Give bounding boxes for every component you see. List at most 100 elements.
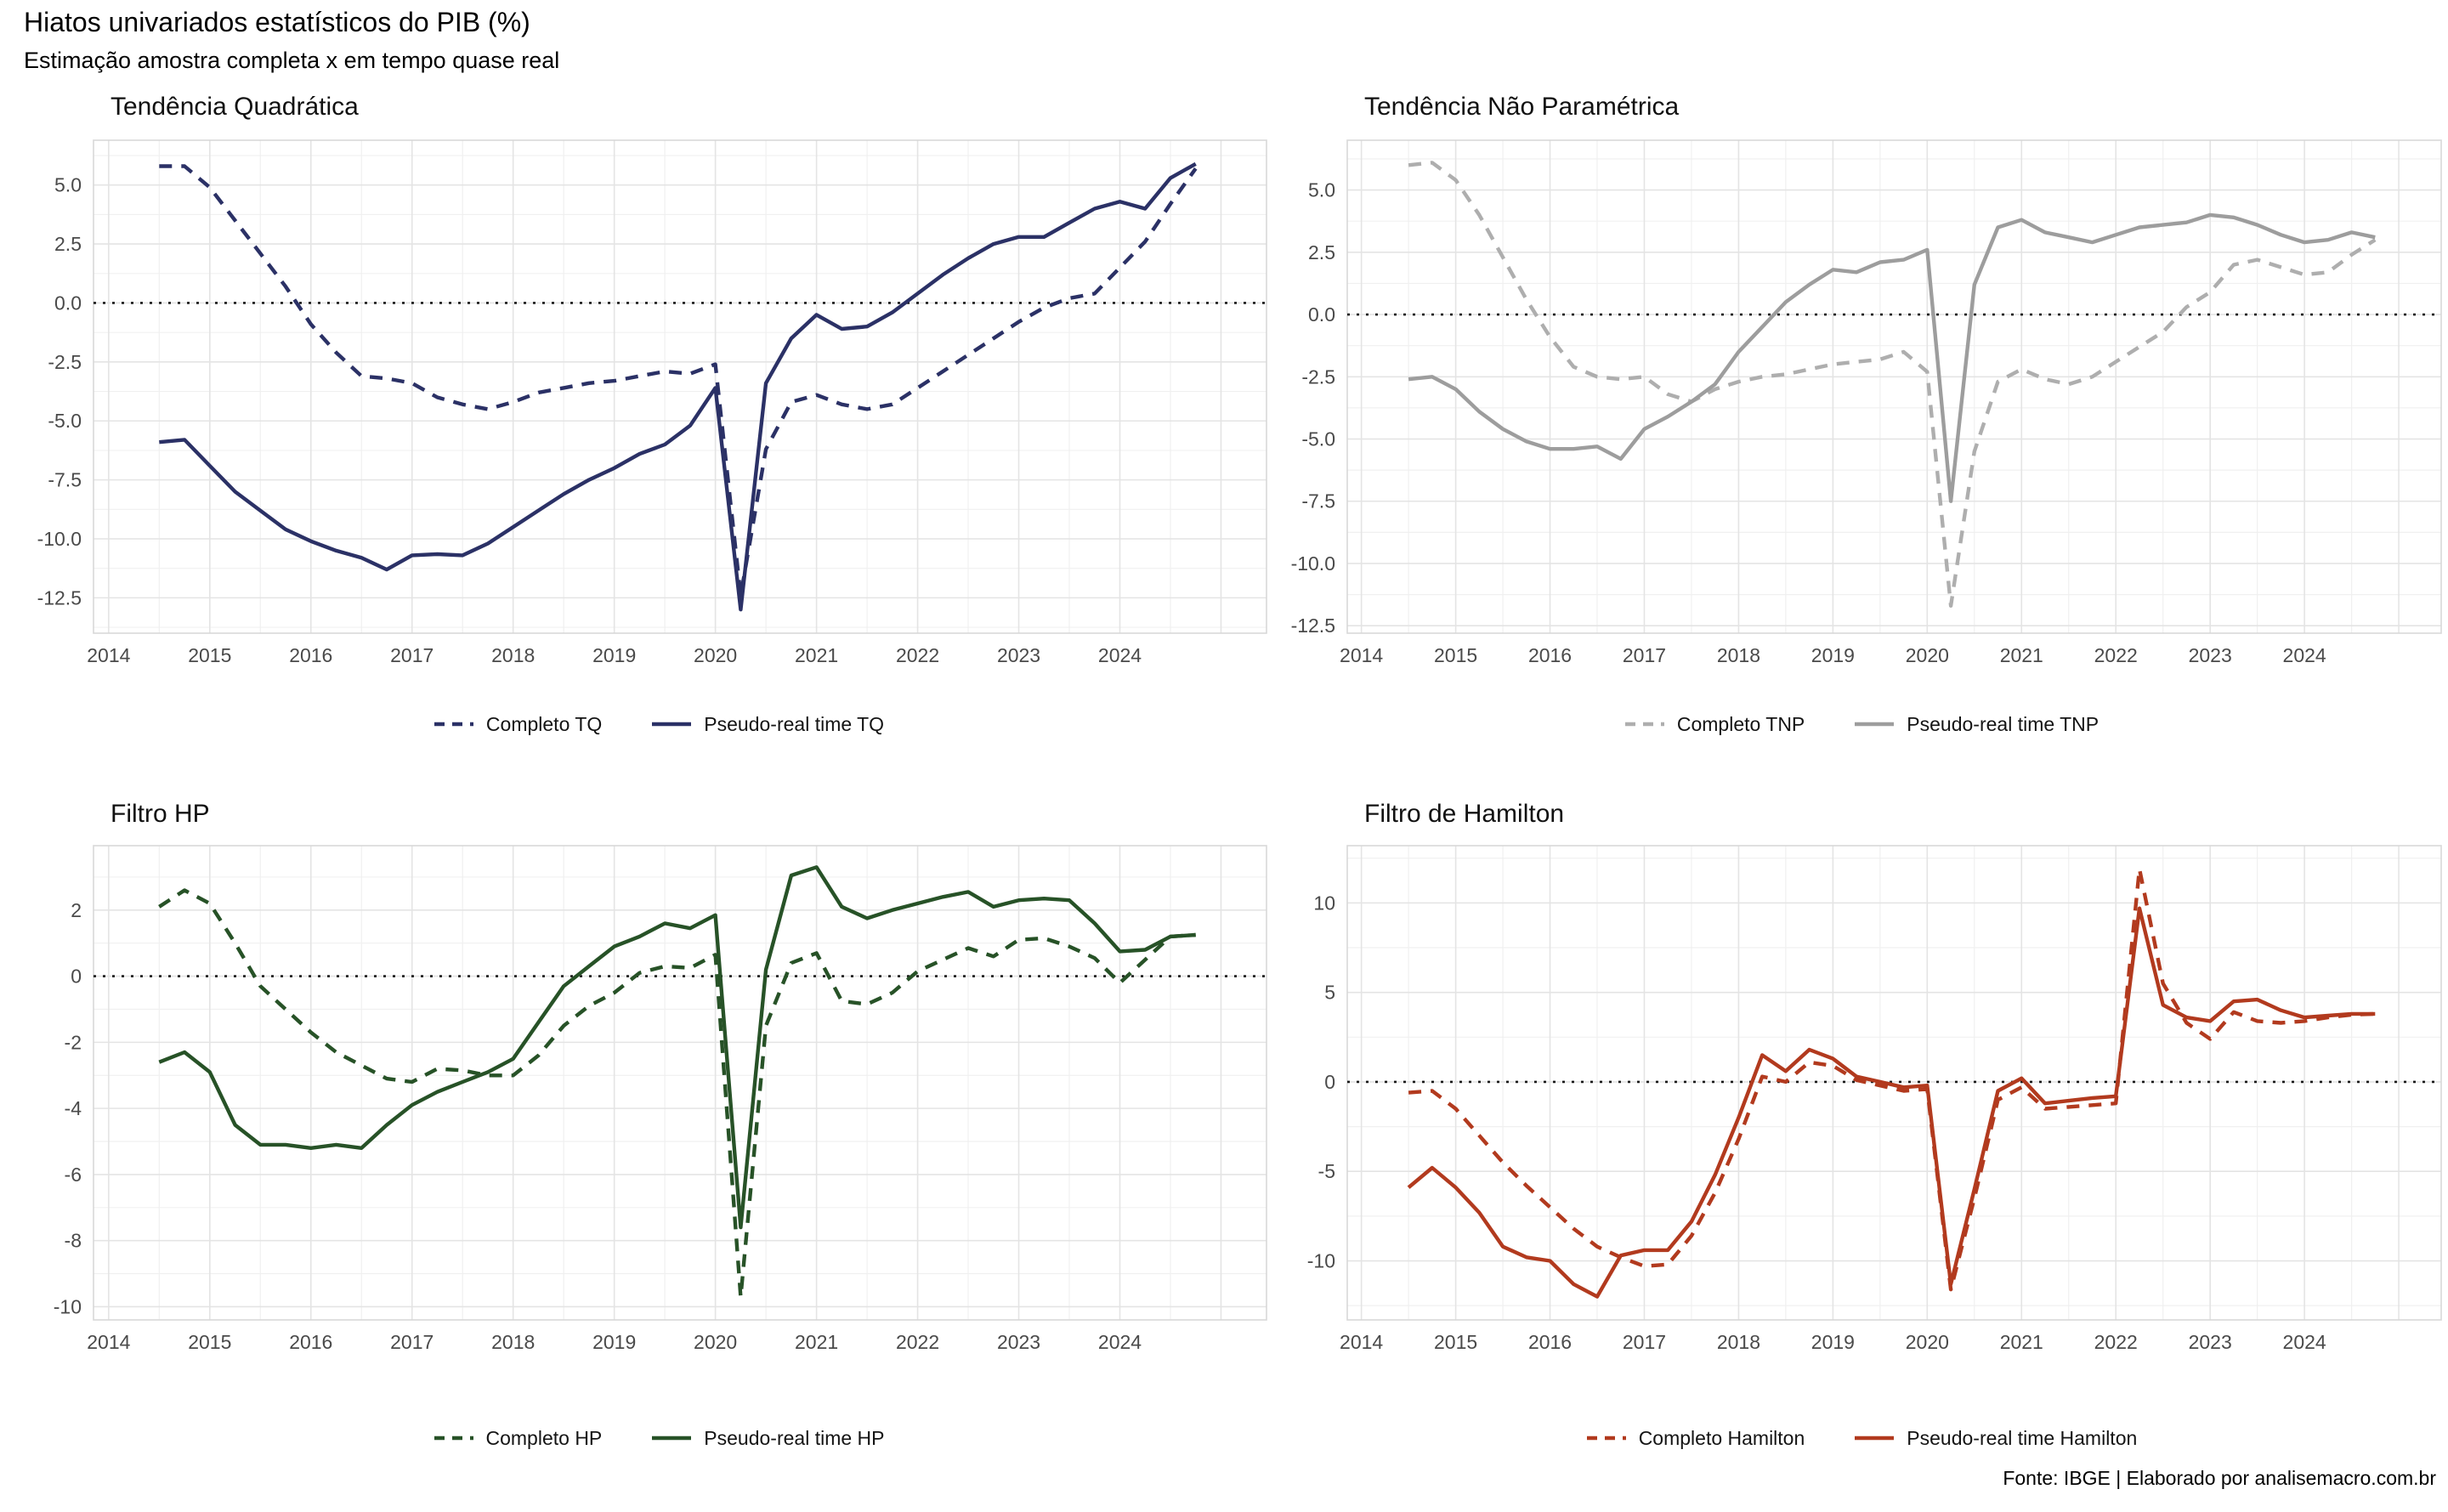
- legend-line-sample: [652, 722, 692, 727]
- legend-line-sample: [652, 1436, 692, 1441]
- y-tick-label: 2: [71, 899, 82, 921]
- x-tick-label: 2019: [592, 644, 636, 666]
- y-tick-label: -5: [1318, 1160, 1335, 1182]
- y-axis-labels: 5.0 2.5 0.0 -2.5 -5.0 -7.5 -10.0 -12.5: [1291, 179, 1335, 637]
- y-tick-label: 0: [1324, 1071, 1335, 1093]
- x-tick-label: 2020: [694, 1331, 737, 1353]
- x-axis-labels: 2014 2015 2016 2017 2018 2019 2020 2021 2022 2023…: [87, 644, 1142, 666]
- legend-label: Completo HP: [485, 1426, 603, 1449]
- legend-item: Pseudo-real time TNP: [1854, 713, 2099, 736]
- grid-minor: [1347, 140, 2441, 633]
- y-tick-label: -4: [65, 1097, 82, 1119]
- x-tick-label: 2024: [2283, 644, 2326, 666]
- dashed-line-sample: [434, 1434, 474, 1442]
- x-tick-label: 2015: [1434, 1331, 1477, 1353]
- x-tick-label: 2016: [1528, 644, 1572, 666]
- y-tick-label: -7.5: [48, 469, 82, 491]
- y-tick-label: 5: [1324, 982, 1335, 1004]
- chart-panel-tendencia-nao-parametrica: Tendência Não Paramétrica 5.0 2.5 0.0 -2.5 -…: [1275, 81, 2448, 693]
- panel-border: [1346, 139, 2442, 634]
- solid-line-sample: [1854, 1434, 1895, 1442]
- x-tick-label: 2024: [1098, 1331, 1142, 1353]
- x-tick-label: 2018: [1717, 1331, 1760, 1353]
- y-tick-label: 5.0: [1308, 179, 1335, 201]
- legend-item: Pseudo-real time Hamilton: [1854, 1427, 2137, 1450]
- x-tick-label: 2021: [795, 1331, 838, 1353]
- series-dashed-line: [158, 888, 1196, 1299]
- solid-line-sample: [651, 1434, 692, 1442]
- page-subtitle: Estimação amostra completa x em tempo qu…: [24, 48, 560, 73]
- legend-line-sample: [1855, 722, 1895, 727]
- x-tick-label: 2022: [896, 1331, 939, 1353]
- grid-major: [1347, 846, 2441, 1320]
- x-tick-label: 2022: [2094, 1331, 2138, 1353]
- x-tick-label: 2024: [2283, 1331, 2326, 1353]
- series-solid-line: [1408, 212, 2376, 503]
- panel-border: [93, 845, 1267, 1321]
- dashed-line-sample: [434, 720, 474, 728]
- y-tick-label: 0: [71, 966, 82, 988]
- x-tick-label: 2020: [1906, 644, 1949, 666]
- y-tick-label: -2.5: [1301, 365, 1335, 388]
- y-axis-labels: 5.0 2.5 0.0 -2.5 -5.0 -7.5 -10.0 -12.5: [37, 174, 82, 609]
- chart-panel-tendencia-quadratica: Tendência Quadrática 5.0 2.5 0.0 -2.5 -5.0 -7…: [17, 81, 1300, 693]
- x-tick-label: 2017: [1623, 644, 1666, 666]
- chart-title: Filtro de Hamilton: [1364, 800, 1565, 828]
- y-tick-label: -5.0: [1301, 428, 1335, 450]
- series-dashed-line: [1408, 161, 2377, 608]
- series-solid-line: [1407, 906, 2376, 1299]
- legend-item: Completo HP: [434, 1426, 603, 1450]
- solid-line-sample: [651, 720, 692, 728]
- legend-label: Pseudo-real time TQ: [704, 712, 885, 735]
- legend-hamilton: Completo Hamilton Pseudo-real time Hamil…: [1275, 1421, 2448, 1455]
- series-dashed-line: [1408, 867, 2376, 1292]
- y-tick-label: 5.0: [54, 174, 82, 196]
- x-tick-label: 2024: [1098, 644, 1142, 666]
- y-tick-label: -10.0: [1291, 552, 1335, 575]
- y-tick-label: -12.5: [37, 586, 82, 609]
- x-tick-label: 2014: [87, 1331, 130, 1353]
- x-tick-label: 2022: [2094, 644, 2138, 666]
- legend-line-sample: [1586, 1436, 1626, 1441]
- x-tick-label: 2016: [289, 1331, 332, 1353]
- x-axis-labels: 2014 2015 2016 2017 2018 2019 2020 2021 2022 2023…: [1340, 644, 2326, 666]
- series-solid-line: [158, 865, 1196, 1230]
- legend-item: Pseudo-real time HP: [651, 1427, 884, 1450]
- y-tick-label: -10: [54, 1295, 82, 1317]
- legend-label: Completo TNP: [1676, 712, 1805, 735]
- y-tick-label: 2.5: [1308, 241, 1335, 263]
- x-tick-label: 2018: [1717, 644, 1760, 666]
- chart-panel-filtro-hp: Filtro HP 2 0 -2 -4 -6 -8 -10 2014 2015 2016 2017 2…: [17, 786, 1300, 1381]
- x-tick-label: 2023: [2189, 1331, 2232, 1353]
- legend-tq: Completo TQ Pseudo-real time TQ: [17, 707, 1300, 741]
- y-axis-labels: 10 5 0 -5 -10: [1307, 892, 1335, 1271]
- dashed-line-sample: [1624, 720, 1665, 728]
- y-tick-label: -8: [65, 1230, 82, 1252]
- x-tick-label: 2023: [2189, 644, 2232, 666]
- x-tick-label: 2021: [2000, 1331, 2043, 1353]
- x-tick-label: 2017: [390, 644, 434, 666]
- grid-minor: [94, 140, 1266, 633]
- x-tick-label: 2016: [289, 644, 332, 666]
- x-tick-label: 2016: [1528, 1331, 1572, 1353]
- x-tick-label: 2021: [795, 644, 838, 666]
- legend-line-sample: [1855, 1436, 1895, 1441]
- x-axis-labels: 2014 2015 2016 2017 2018 2019 2020 2021 2022 2023…: [87, 1331, 1142, 1353]
- series-dashed-line: [159, 164, 1198, 597]
- legend-label: Completo Hamilton: [1638, 1426, 1805, 1449]
- legend-item: Completo TQ: [434, 713, 602, 736]
- x-tick-label: 2022: [896, 644, 939, 666]
- legend-item: Completo TNP: [1624, 713, 1805, 736]
- x-tick-label: 2019: [1811, 644, 1855, 666]
- y-tick-label: 10: [1313, 892, 1335, 914]
- y-tick-label: -5.0: [48, 410, 82, 432]
- y-tick-label: 0.0: [1308, 303, 1335, 326]
- legend-line-sample: [1624, 722, 1664, 727]
- x-tick-label: 2018: [491, 1331, 535, 1353]
- x-tick-label: 2019: [1811, 1331, 1855, 1353]
- chart-title: Filtro HP: [110, 800, 210, 828]
- x-tick-label: 2015: [1434, 644, 1477, 666]
- dashed-line-sample: [1586, 1434, 1627, 1442]
